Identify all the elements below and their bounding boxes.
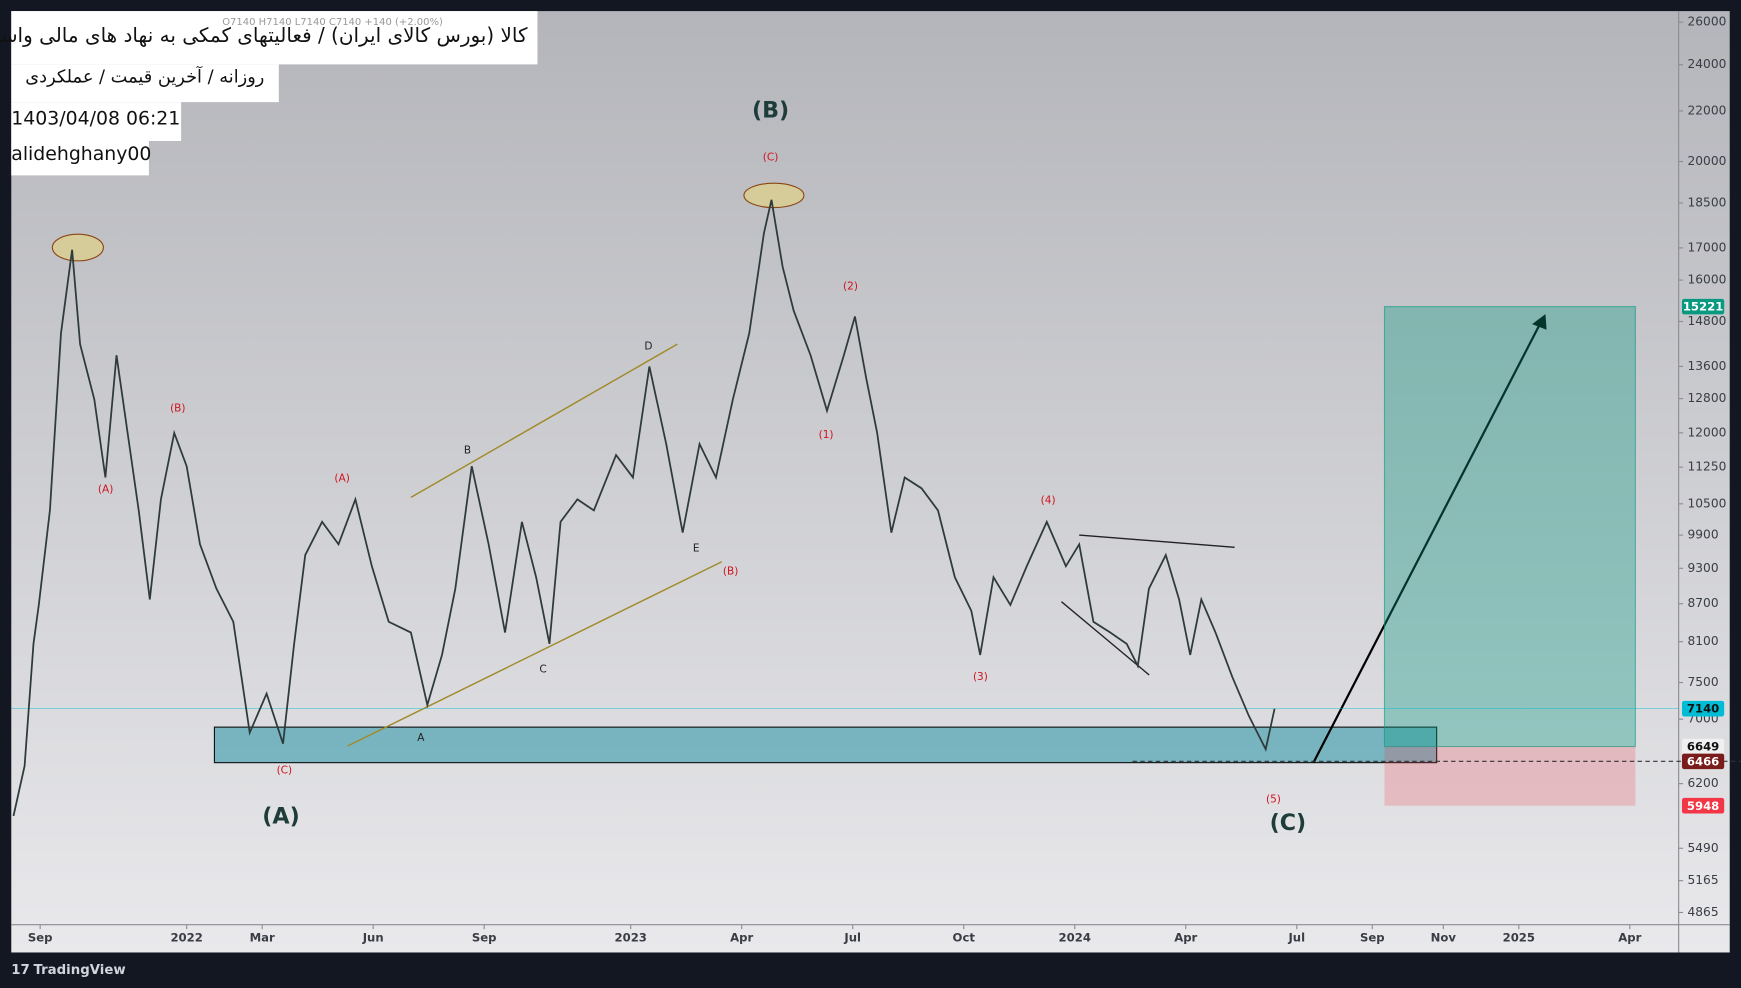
y-tick-label: 11250 [1688,460,1727,474]
price-tag-label: 6466 [1687,754,1719,768]
x-tick-label: Jul [1287,931,1305,945]
y-tick-label: 12800 [1688,391,1727,405]
price-tag [1681,738,1725,755]
timestamp-box [11,102,182,141]
y-tick-label: 17000 [1688,240,1727,254]
wave-label: A [417,732,425,744]
price-tag [1681,700,1725,717]
price-line [12,199,1276,817]
y-tick-label: 26000 [1688,15,1727,29]
wave-label: (B) [723,566,738,578]
y-tick-label: 5165 [1688,873,1719,887]
x-tick-label: 2022 [170,931,202,945]
wave-label: (A) [262,804,299,830]
chart-subtitle: روزانه / آخرین قیمت / عملکردی [25,65,264,88]
y-tick-label: 9300 [1688,561,1719,575]
timestamp: 1403/04/08 06:21 [11,107,180,129]
price-tag-label: 15221 [1683,300,1724,314]
stop-box [1384,746,1636,806]
wave-label: (C) [277,764,293,776]
x-tick-label: Oct [953,931,976,945]
x-tick-label: Apr [1174,931,1197,945]
y-tick-label: 13600 [1688,359,1727,373]
y-tick-label: 20000 [1688,154,1727,168]
price-tag-label: 5948 [1687,799,1719,813]
wave-label: (B) [170,403,185,415]
title-box [11,11,538,65]
x-tick-label: Mar [250,931,275,945]
price-tag [1681,797,1725,814]
wave-label: C [539,663,546,675]
x-tick-label: Jul [843,931,861,945]
y-tick-label: 24000 [1688,57,1727,71]
wave-label: (4) [1041,495,1056,507]
target-arrow [1312,321,1542,764]
wave-label: (B) [752,98,789,124]
y-tick-label: 22000 [1688,103,1727,117]
wedge-line [1061,601,1150,676]
brand: TradingView [33,963,125,978]
wedge-line [1079,534,1235,548]
x-tick-label: Jun [362,931,384,945]
wave-label: E [693,542,700,554]
top-highlight [51,233,104,262]
x-tick-label: Sep [28,931,53,945]
y-tick-label: 7500 [1688,675,1719,689]
wave-label: (5) [1266,793,1281,805]
y-tick-label: 4865 [1688,905,1719,919]
x-tick-label: Apr [1618,931,1641,945]
y-tick-label: 12000 [1688,425,1727,439]
y-tick-label: 9900 [1688,528,1719,542]
y-tick-label: 6200 [1688,776,1719,790]
y-tick-label: 14800 [1688,314,1727,328]
author: alidehghany00 [11,143,151,165]
target-box [1383,306,1636,748]
x-tick-label: 2023 [615,931,647,945]
y-tick-label: 5490 [1688,841,1719,855]
wave-label: (C) [1270,810,1307,836]
wave-label: (C) [763,152,779,164]
wave-label: B [464,445,471,457]
wave-label: (1) [819,429,834,441]
wave-label: (3) [973,671,988,683]
x-tick-label: Apr [730,931,753,945]
y-tick-label: 16000 [1688,273,1727,287]
wave-label: (A) [334,472,349,484]
x-tick-label: 2025 [1503,931,1535,945]
channel-line [347,561,723,747]
price-tag [1681,298,1725,315]
top-highlight [743,182,805,209]
y-tick-label: 10500 [1688,496,1727,510]
price-tag-label: 6649 [1687,740,1719,754]
x-tick-label: Sep [472,931,497,945]
wave-label: (2) [843,280,858,292]
subtitle-box [11,64,279,103]
price-tag-label: 7140 [1687,702,1719,716]
chart-title: کالا (بورس کالای ایران) / فعالیتهای کمکی… [0,23,528,47]
brand-logo: 17 [11,963,30,978]
price-tag [1681,753,1725,770]
x-tick-label: Nov [1431,931,1457,945]
support-zone [213,726,1438,764]
wave-label: D [644,340,652,352]
x-tick-label: Sep [1360,931,1385,945]
author-box [11,140,149,176]
wave-label: (A) [98,484,113,496]
y-tick-label: 8700 [1688,596,1719,610]
arrow-head [1532,314,1547,330]
channel-line [410,343,678,498]
y-tick-label: 8100 [1688,634,1719,648]
ohlc-line: O7140 H7140 L7140 C7140 +140 (+2.00%) [222,17,443,28]
plot-background [11,11,1730,953]
y-tick-label: 18500 [1688,195,1727,209]
x-tick-label: 2024 [1059,931,1091,945]
